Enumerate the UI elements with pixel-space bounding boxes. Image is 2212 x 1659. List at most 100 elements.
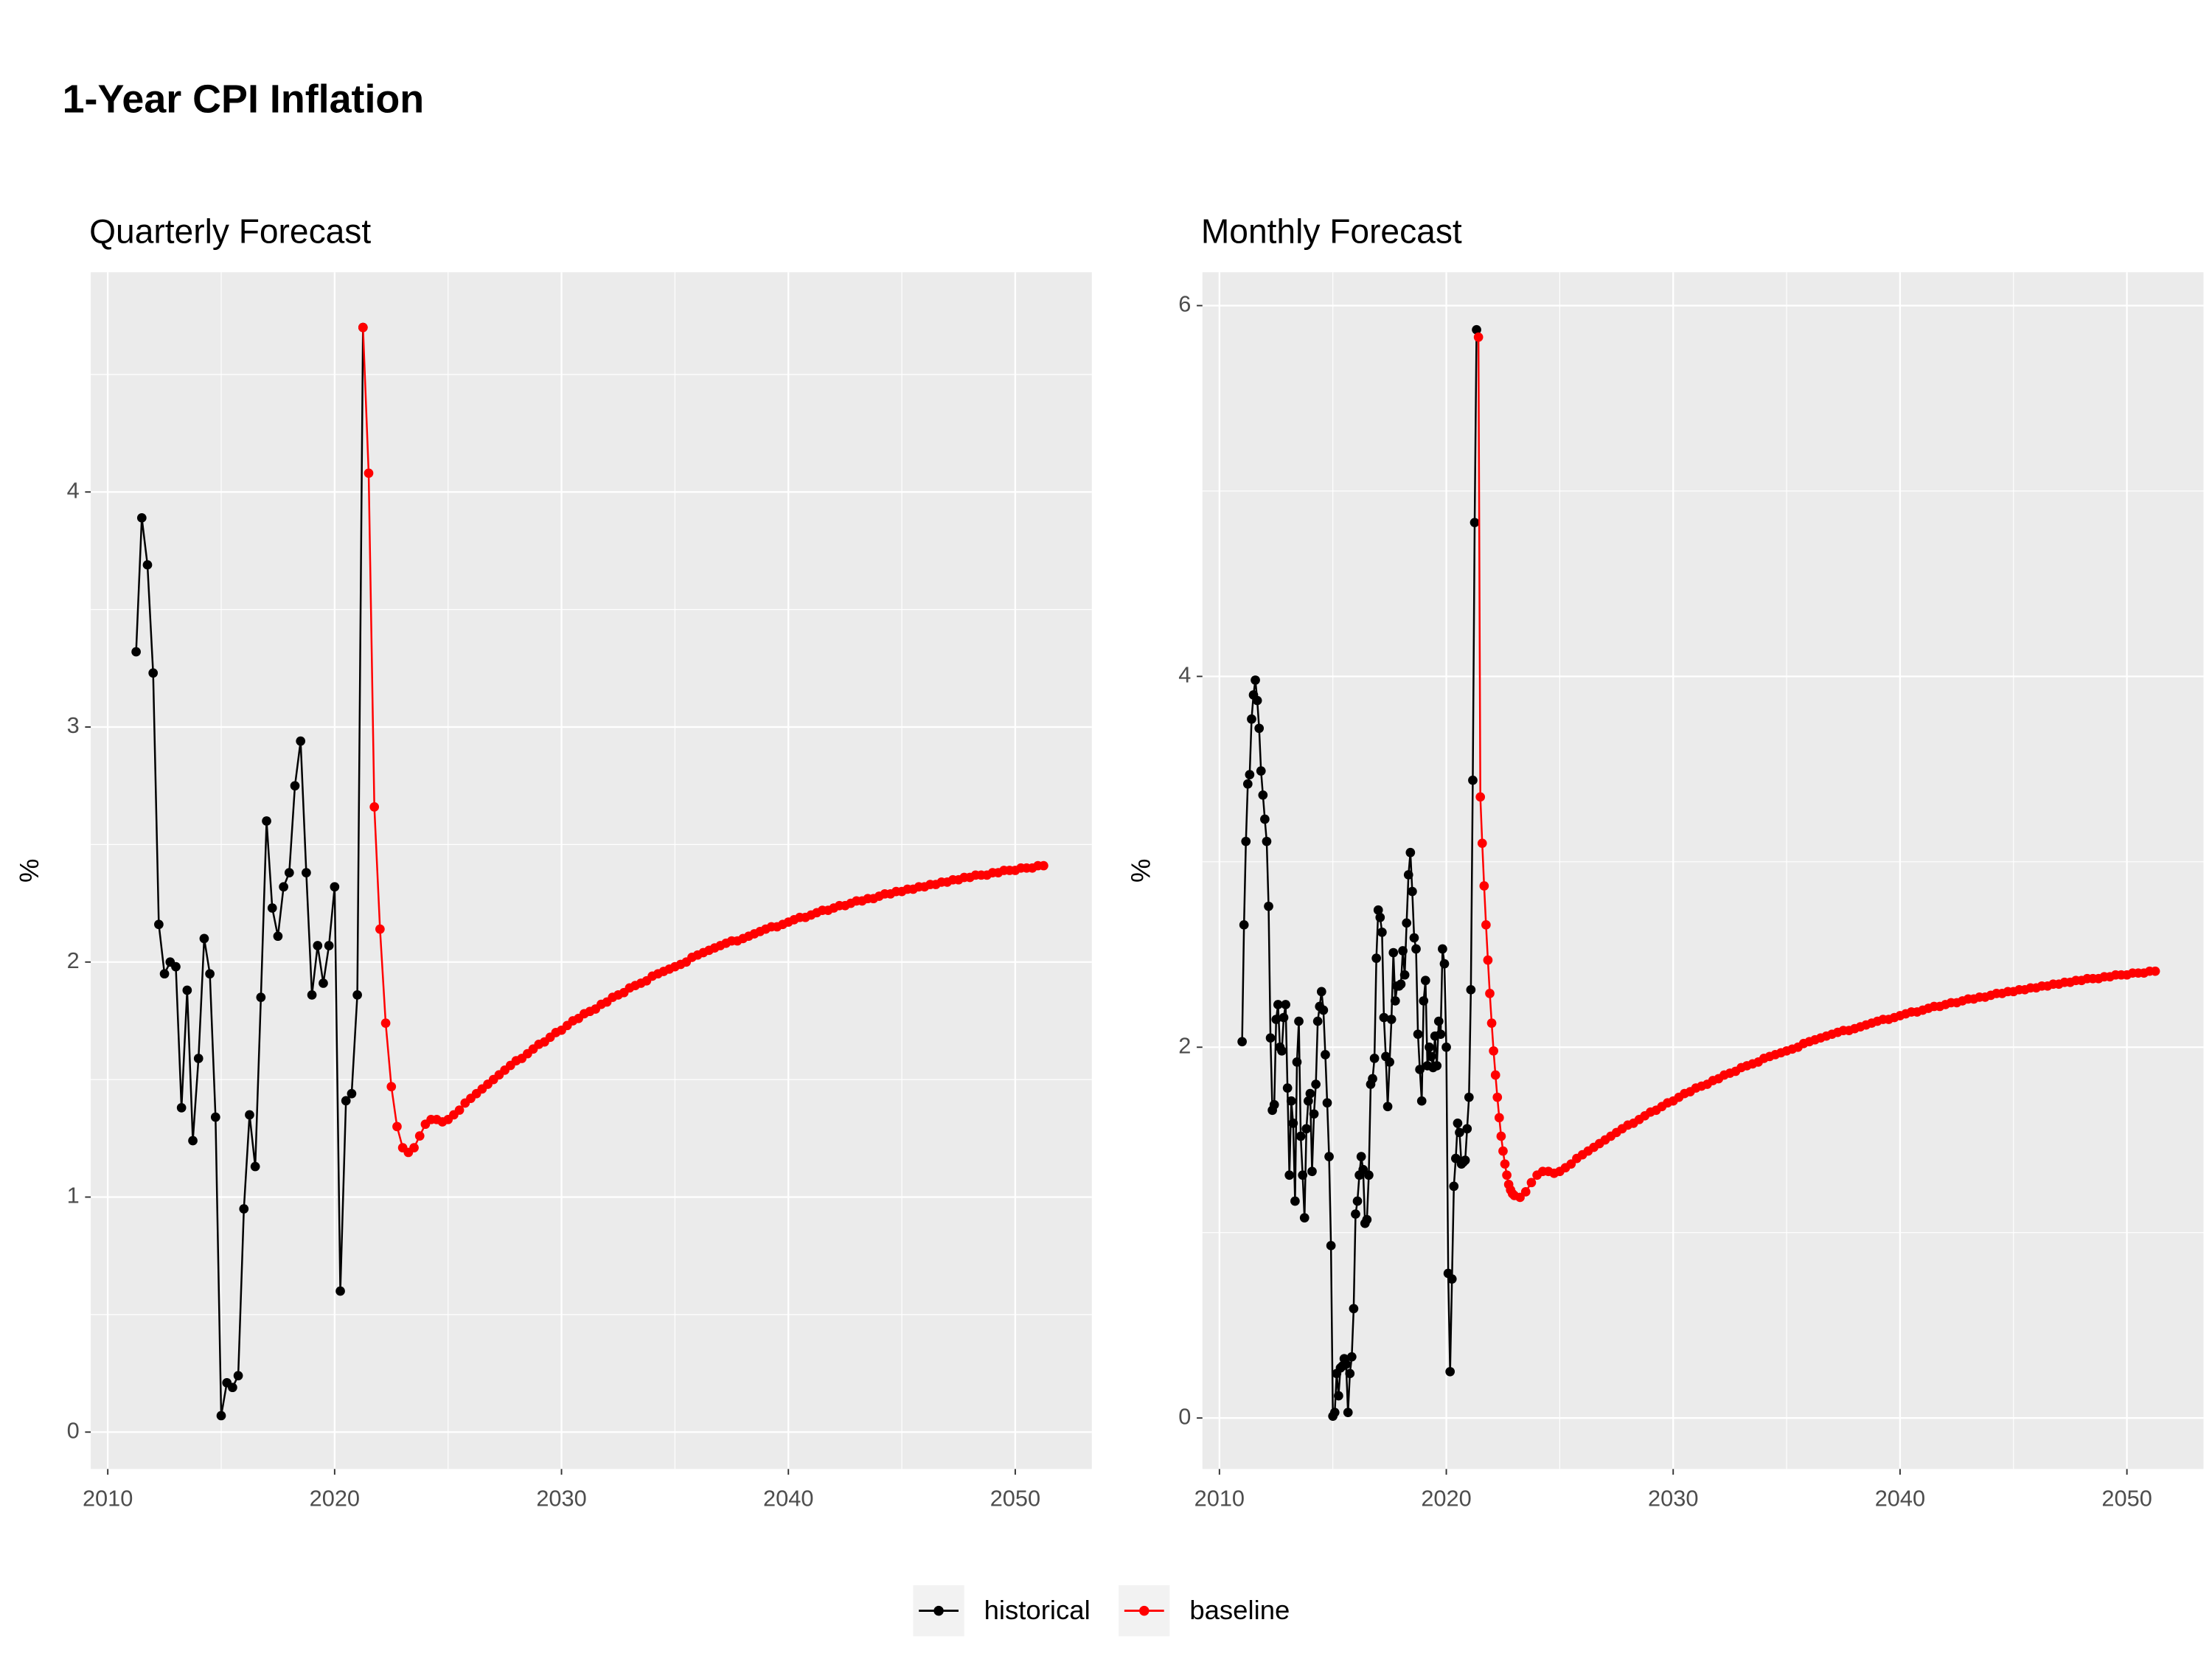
data-point	[1398, 946, 1408, 956]
data-point	[1294, 1016, 1304, 1026]
data-point	[386, 1082, 397, 1092]
data-point	[1299, 1213, 1310, 1222]
y-tick-label: 1	[67, 1183, 80, 1208]
data-point	[1322, 1098, 1332, 1108]
data-point	[1500, 1159, 1510, 1169]
x-tick-label: 2040	[1875, 1486, 1925, 1512]
data-point	[1489, 1046, 1498, 1056]
data-point	[1466, 984, 1476, 995]
data-point	[1425, 1042, 1434, 1052]
data-point	[210, 1112, 220, 1122]
x-tick-label: 2030	[1648, 1486, 1698, 1512]
data-point	[1262, 836, 1272, 846]
y-tick-label: 0	[67, 1417, 80, 1443]
data-point	[1447, 1274, 1457, 1284]
data-point	[1254, 723, 1265, 734]
data-point	[171, 961, 181, 972]
data-point	[1438, 944, 1447, 954]
data-point	[1502, 1170, 1512, 1180]
y-tick-label: 4	[1178, 662, 1191, 688]
data-point	[1413, 1029, 1423, 1040]
data-point	[1377, 928, 1387, 937]
data-point	[1490, 1070, 1500, 1080]
data-point	[1345, 1368, 1355, 1379]
data-point	[1298, 1170, 1308, 1180]
data-point	[1496, 1131, 1506, 1141]
data-point	[1264, 901, 1273, 911]
data-point	[1279, 1012, 1289, 1023]
data-point	[414, 1131, 425, 1141]
data-point	[1326, 1240, 1336, 1251]
data-point	[1307, 1166, 1317, 1177]
data-point	[1346, 1352, 1357, 1362]
data-point	[1475, 792, 1486, 802]
data-point	[1408, 886, 1417, 897]
data-point	[1470, 518, 1480, 528]
legend-label: baseline	[1189, 1595, 1290, 1625]
y-axis-label: %	[1126, 859, 1156, 883]
data-point	[245, 1110, 254, 1120]
data-point	[1460, 1155, 1470, 1165]
data-point	[1382, 1102, 1393, 1112]
y-tick-label: 0	[1178, 1403, 1191, 1429]
x-tick-label: 2020	[310, 1486, 360, 1512]
data-point	[1352, 1196, 1363, 1206]
data-point	[142, 560, 153, 570]
data-point	[335, 1286, 345, 1296]
y-tick-label: 4	[67, 477, 80, 503]
data-point	[1039, 860, 1048, 871]
data-point	[182, 985, 192, 995]
data-point	[1343, 1408, 1353, 1417]
data-point	[1477, 838, 1487, 849]
data-point	[341, 1096, 351, 1106]
data-point	[1364, 1170, 1374, 1180]
data-point	[1334, 1391, 1343, 1401]
data-point	[1492, 1092, 1503, 1102]
panel-title: Quarterly Forecast	[89, 212, 371, 250]
data-point	[1498, 1146, 1508, 1156]
data-point	[1433, 1016, 1444, 1026]
x-tick-label: 2010	[83, 1486, 133, 1512]
data-point	[199, 933, 209, 944]
data-point	[347, 1088, 357, 1099]
data-point	[1520, 1187, 1531, 1197]
data-point	[1290, 1196, 1300, 1206]
data-point	[1388, 947, 1399, 958]
data-point	[216, 1411, 226, 1421]
data-point	[1311, 1079, 1321, 1089]
data-point	[1288, 1119, 1298, 1128]
data-point	[1301, 1124, 1312, 1134]
data-point	[1282, 1083, 1293, 1093]
data-point	[1292, 1057, 1302, 1067]
data-point	[1396, 979, 1406, 990]
data-point	[1304, 1096, 1313, 1106]
data-point	[1251, 675, 1260, 685]
data-point	[1373, 905, 1383, 915]
data-point	[1483, 955, 1493, 965]
data-point	[1403, 870, 1413, 880]
data-point	[392, 1121, 402, 1132]
data-point	[1420, 975, 1430, 986]
y-tick-label: 2	[1178, 1032, 1191, 1058]
data-point	[1411, 944, 1421, 954]
data-point	[1316, 987, 1326, 997]
data-point	[1368, 1074, 1377, 1084]
data-point	[1415, 1065, 1425, 1074]
data-point	[1273, 1000, 1283, 1009]
data-point	[1309, 1109, 1319, 1119]
data-point	[1468, 775, 1478, 785]
data-point	[313, 941, 323, 950]
data-point	[1449, 1181, 1459, 1192]
data-point	[1432, 1061, 1442, 1071]
data-point	[1277, 1046, 1287, 1056]
data-point	[1416, 1096, 1427, 1106]
data-point	[1486, 1018, 1497, 1028]
legend-label: historical	[984, 1595, 1091, 1625]
data-point	[1436, 1029, 1446, 1040]
data-point	[296, 736, 306, 746]
data-point	[1324, 1152, 1334, 1161]
data-point	[1526, 1178, 1537, 1188]
data-point	[1462, 1124, 1472, 1134]
